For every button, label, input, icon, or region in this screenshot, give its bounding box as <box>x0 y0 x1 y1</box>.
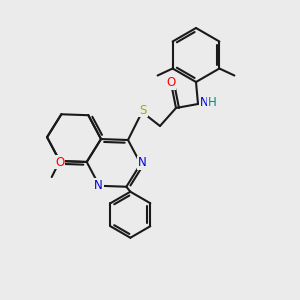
Text: N: N <box>94 179 103 192</box>
Text: S: S <box>139 103 147 116</box>
Text: N: N <box>138 156 147 169</box>
Text: O: O <box>167 76 176 89</box>
Text: O: O <box>55 155 64 169</box>
Text: H: H <box>208 95 216 109</box>
Text: N: N <box>200 95 208 109</box>
